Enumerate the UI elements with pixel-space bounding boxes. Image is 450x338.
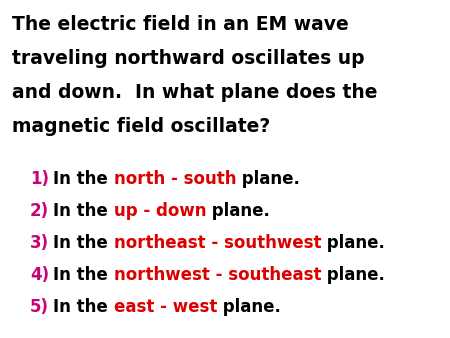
Text: east - west: east - west xyxy=(113,298,217,316)
Text: north - south: north - south xyxy=(113,170,236,188)
Text: plane.: plane. xyxy=(321,234,385,252)
Text: plane.: plane. xyxy=(206,202,270,220)
Text: In the: In the xyxy=(53,170,113,188)
Text: northwest - southeast: northwest - southeast xyxy=(113,266,321,284)
Text: The electric field in an EM wave: The electric field in an EM wave xyxy=(12,15,349,34)
Text: 3): 3) xyxy=(30,234,49,252)
Text: up - down: up - down xyxy=(113,202,206,220)
Text: plane.: plane. xyxy=(217,298,281,316)
Text: northeast - southwest: northeast - southwest xyxy=(113,234,321,252)
Text: and down.  In what plane does the: and down. In what plane does the xyxy=(12,83,378,102)
Text: 5): 5) xyxy=(30,298,49,316)
Text: In the: In the xyxy=(53,234,113,252)
Text: plane.: plane. xyxy=(321,266,385,284)
Text: magnetic field oscillate?: magnetic field oscillate? xyxy=(12,117,270,136)
Text: 2): 2) xyxy=(30,202,49,220)
Text: 4): 4) xyxy=(30,266,49,284)
Text: In the: In the xyxy=(53,298,113,316)
Text: plane.: plane. xyxy=(236,170,300,188)
Text: 1): 1) xyxy=(30,170,49,188)
Text: traveling northward oscillates up: traveling northward oscillates up xyxy=(12,49,364,68)
Text: In the: In the xyxy=(53,266,113,284)
Text: In the: In the xyxy=(53,202,113,220)
